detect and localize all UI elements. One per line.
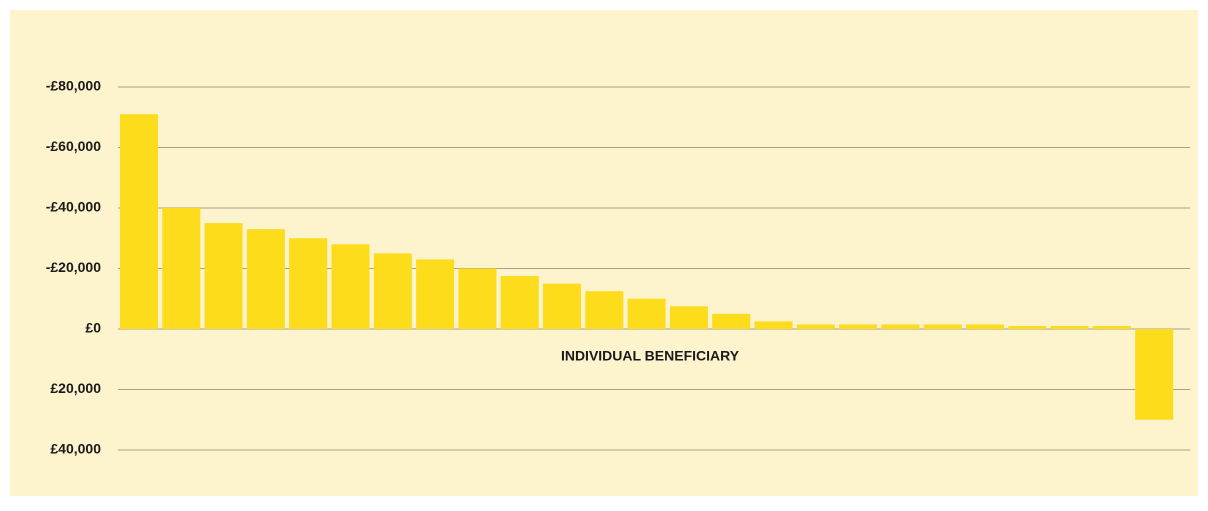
bar bbox=[246, 229, 285, 329]
bar bbox=[1008, 325, 1047, 329]
bar bbox=[1092, 325, 1131, 329]
bar bbox=[289, 238, 328, 329]
bar bbox=[923, 324, 962, 329]
bar bbox=[1135, 329, 1174, 420]
bar bbox=[458, 268, 497, 329]
bar bbox=[966, 324, 1004, 329]
bar bbox=[881, 324, 920, 329]
bar bbox=[1050, 325, 1089, 329]
y-tick-label: -£20,000 bbox=[46, 259, 101, 275]
bar bbox=[120, 114, 158, 329]
y-tick-label: -£40,000 bbox=[46, 199, 101, 215]
bar bbox=[627, 298, 666, 329]
bar bbox=[839, 324, 878, 329]
y-tick-label: £0 bbox=[85, 320, 101, 336]
bar bbox=[204, 223, 243, 329]
bar bbox=[373, 253, 412, 329]
y-tick-label: £40,000 bbox=[50, 441, 101, 457]
bar bbox=[712, 313, 751, 329]
x-axis-label: INDIVIDUAL BENEFICIARY bbox=[561, 348, 740, 364]
y-tick-label: £20,000 bbox=[50, 380, 101, 396]
bar bbox=[669, 306, 708, 329]
bar bbox=[585, 291, 624, 329]
y-tick-label: -£80,000 bbox=[46, 78, 101, 94]
bar bbox=[416, 259, 455, 329]
bar bbox=[543, 283, 581, 329]
bar bbox=[754, 321, 793, 329]
bar bbox=[500, 276, 539, 329]
bar bbox=[331, 244, 370, 329]
bar bbox=[162, 208, 201, 329]
bar bbox=[796, 324, 835, 329]
y-tick-label: -£60,000 bbox=[46, 138, 101, 154]
